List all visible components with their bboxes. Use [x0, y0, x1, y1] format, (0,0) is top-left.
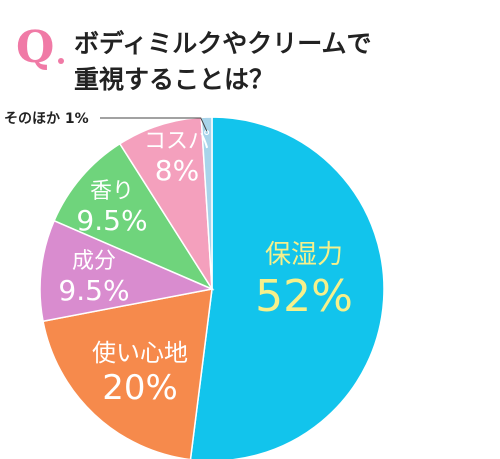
question-line-2: 重視することは？	[74, 65, 275, 94]
question-line-1: ボディミルクやクリームで	[74, 29, 372, 58]
pie-label-value-5: 8%	[155, 154, 199, 187]
pie-slice-6	[200, 116, 213, 290]
pie-label-value-3: 9.5%	[58, 274, 129, 307]
pie-label-value-2: 20%	[102, 368, 178, 408]
leader-line-sonohoka	[100, 117, 208, 132]
pie-slices	[39, 116, 385, 459]
pie-slice-4	[53, 142, 214, 291]
question-title: ボディミルクやクリームで 重視することは？	[74, 26, 372, 98]
pie-label-name-1: 保湿力	[265, 240, 343, 270]
question-mark-icon: Q	[16, 22, 55, 73]
pie-slice-3	[39, 219, 215, 323]
question-dot	[58, 58, 64, 64]
pie-slice-2	[42, 288, 213, 459]
pie-label-sonohoka: そのほか 1%	[4, 111, 89, 127]
pie-label-value-1: 52%	[255, 271, 353, 322]
pie-label-name-5: コスパ	[144, 129, 210, 154]
pie-label-name-2: 使い心地	[92, 339, 188, 367]
pie-label-name-4: 香り	[90, 179, 134, 204]
pie-label-value-4: 9.5%	[76, 204, 147, 237]
pie-slice-1	[189, 116, 385, 459]
pie-label-name-3: 成分	[72, 249, 116, 274]
